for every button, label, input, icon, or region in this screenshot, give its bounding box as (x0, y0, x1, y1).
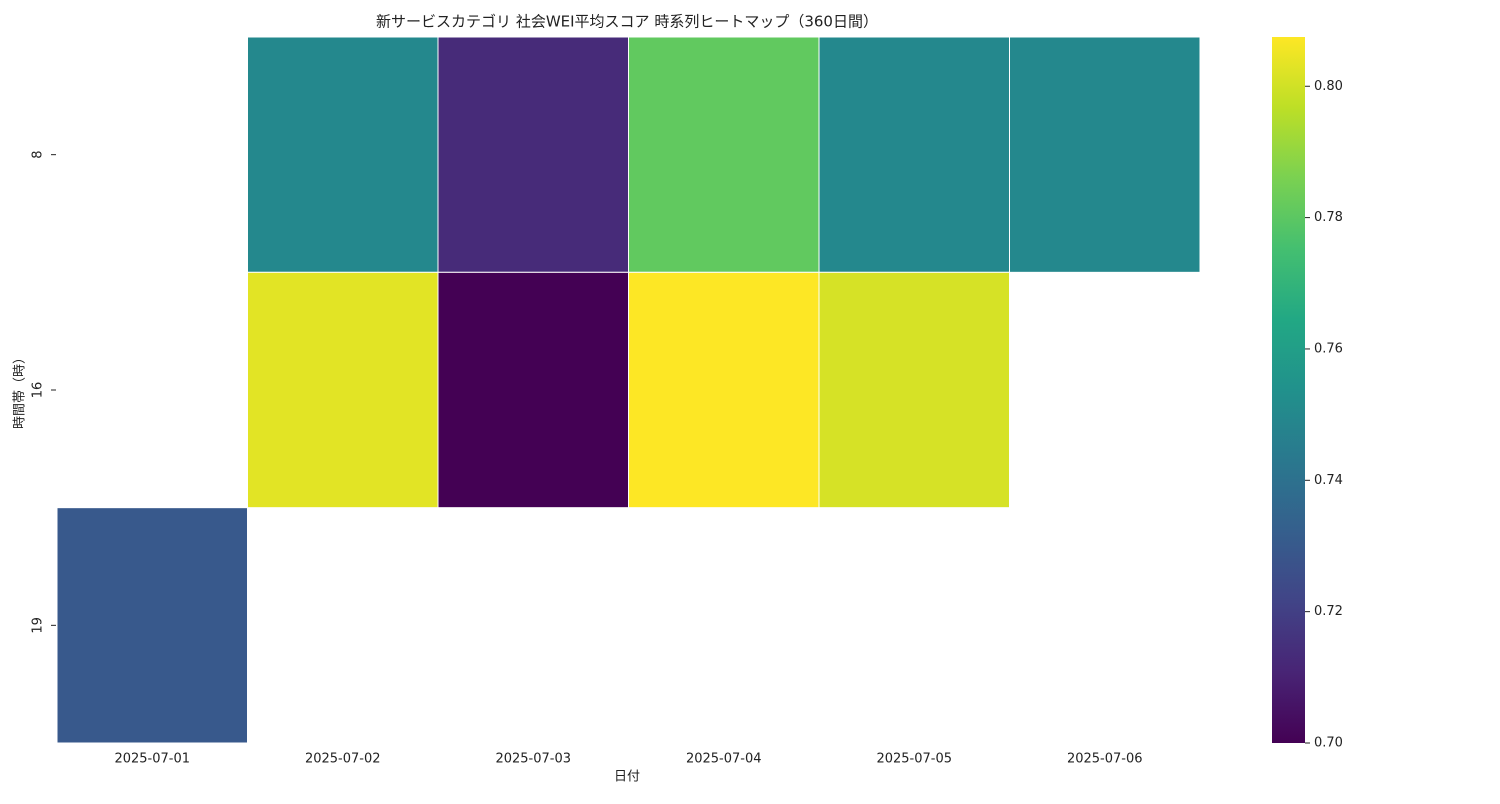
heatmap-cell (818, 36, 1010, 273)
heatmap-cell (247, 271, 439, 509)
x-tick-label: 2025-07-06 (1067, 752, 1143, 767)
y-axis-label: 時間帯（時） (13, 351, 28, 429)
heatmap-cell (437, 36, 629, 273)
y-tick-label: 8 (31, 151, 46, 159)
x-tick-label: 2025-07-02 (305, 752, 381, 767)
chart-title: 新サービスカテゴリ 社会WEI平均スコア 時系列ヒートマップ（360日間） (376, 13, 878, 31)
colorbar-tick-label: 0.78 (1314, 210, 1343, 225)
heatmap-cell (56, 507, 248, 744)
colorbar-tick-label: 0.80 (1314, 79, 1343, 94)
colorbar (1272, 37, 1305, 743)
x-tick-label: 2025-07-04 (686, 752, 762, 767)
colorbar-tick-label: 0.76 (1314, 341, 1343, 356)
heatmap-cell (628, 36, 820, 273)
x-tick-label: 2025-07-01 (114, 752, 190, 767)
colorbar-tick-label: 0.72 (1314, 604, 1343, 619)
x-tick-label: 2025-07-03 (495, 752, 571, 767)
heatmap-cell (437, 271, 629, 509)
heatmap-cell (1009, 36, 1201, 273)
y-tick-label: 19 (31, 617, 46, 634)
heatmap-cell (628, 271, 820, 509)
y-tick-label: 16 (31, 382, 46, 399)
heatmap-cell (818, 271, 1010, 509)
colorbar-tick-label: 0.70 (1314, 736, 1343, 751)
colorbar-tick-label: 0.74 (1314, 473, 1343, 488)
x-axis-label: 日付 (614, 770, 640, 785)
x-tick-label: 2025-07-05 (876, 752, 952, 767)
heatmap-cell (247, 36, 439, 273)
